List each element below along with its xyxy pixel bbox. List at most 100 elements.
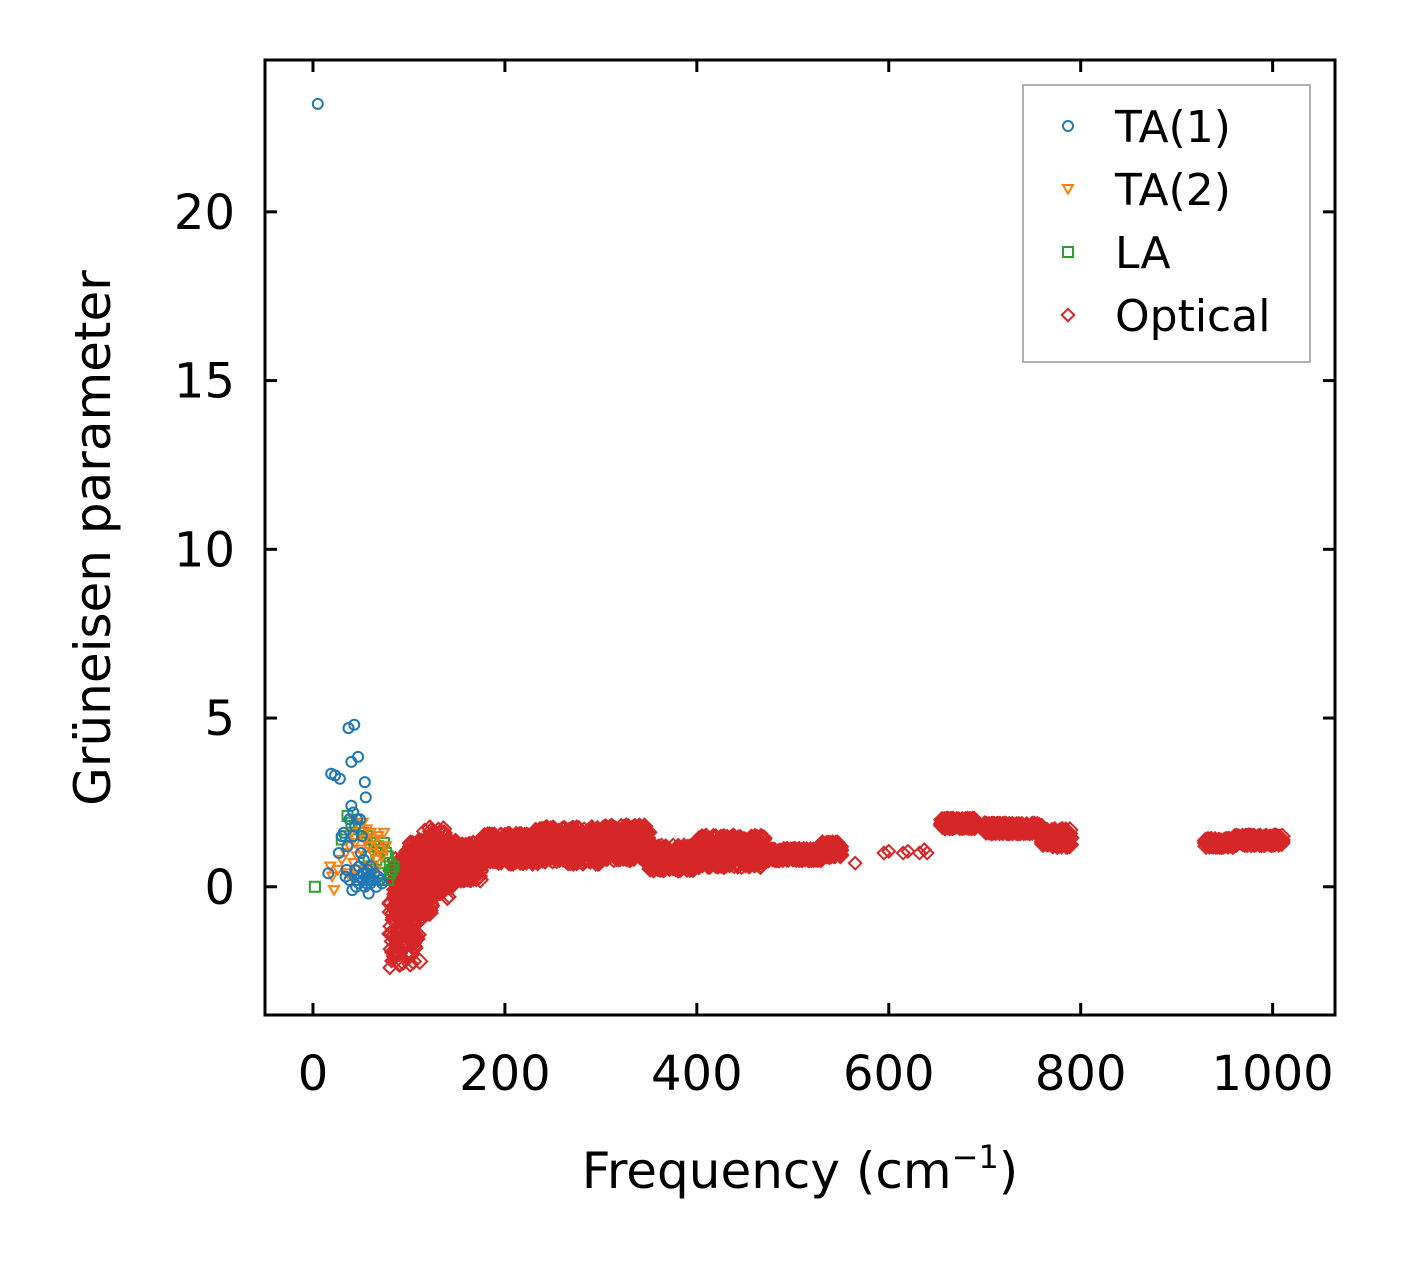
la-point — [308, 880, 321, 893]
optical-point — [1253, 832, 1272, 851]
optical-point — [564, 825, 583, 844]
optical-point — [932, 810, 951, 829]
ta-2-point — [365, 848, 380, 860]
ta-1-point — [322, 867, 335, 880]
ta-1-point — [352, 750, 365, 763]
optical-point — [668, 852, 686, 871]
ta-1-point — [358, 776, 371, 789]
legend-label-ta-1: TA(1) — [1114, 102, 1231, 153]
optical-point — [419, 904, 438, 922]
ta-1-point — [364, 877, 377, 890]
x-axis-ticks: 0 200 400 600 800 1000 — [298, 60, 1334, 1102]
x-tick-label: 0 — [298, 1046, 329, 1102]
x-tick-label: 600 — [843, 1046, 935, 1102]
optical-point — [594, 828, 613, 847]
optical-point — [954, 816, 973, 835]
optical-point — [398, 944, 417, 963]
optical-point — [691, 834, 710, 853]
ta-2-point — [375, 851, 389, 863]
ta-2-point — [373, 844, 387, 857]
optical-point — [429, 838, 448, 857]
optical-point — [528, 832, 547, 851]
optical-point — [616, 818, 635, 836]
optical-point — [405, 930, 424, 948]
optical-point — [450, 855, 469, 874]
optical-point — [953, 810, 972, 829]
optical-point — [400, 894, 419, 913]
optical-point — [611, 829, 630, 848]
optical-point — [728, 844, 747, 863]
x-axis-label: Frequency (cm−1) — [582, 1138, 1019, 1200]
ta-1-point — [311, 97, 324, 110]
ta-1-point — [345, 799, 358, 812]
optical-point — [561, 853, 580, 871]
x-tick-label: 1000 — [1212, 1046, 1334, 1102]
optical-point — [502, 834, 521, 853]
optical-point — [441, 889, 457, 905]
optical-point — [900, 843, 916, 859]
optical-point — [403, 872, 422, 890]
optical-point — [780, 844, 799, 863]
ta-1-point — [355, 830, 368, 843]
optical-point — [486, 847, 504, 866]
optical-point — [1196, 831, 1215, 850]
ta-1-point — [332, 847, 345, 860]
plot-frame — [263, 58, 1337, 1017]
optical-point — [812, 843, 831, 861]
ta-1-point — [360, 867, 373, 880]
optical-point — [598, 821, 617, 840]
optical-point — [1025, 817, 1044, 836]
legend: TA(1) TA(2) LA Optical — [1022, 84, 1311, 363]
optical-point — [627, 834, 646, 852]
optical-point — [895, 845, 911, 861]
optical-point — [385, 874, 404, 893]
ta-2-point — [331, 864, 345, 877]
ta-1-point — [341, 840, 354, 853]
optical-point — [599, 842, 618, 861]
optical-point — [881, 843, 897, 859]
y-axis-label: Grüneisen parameter — [64, 270, 122, 806]
legend-marker-ta-2 — [1061, 184, 1075, 196]
optical-point — [558, 825, 577, 844]
optical-point — [1058, 836, 1074, 853]
x-axis-label-superscript: −1 — [952, 1138, 999, 1176]
ta-2-point — [325, 871, 339, 884]
x-tick-label: 800 — [1035, 1046, 1127, 1102]
optical-point — [643, 850, 661, 869]
optical-point — [437, 855, 456, 874]
optical-point — [417, 838, 436, 857]
ta-2-point — [354, 844, 368, 857]
ta-1-point — [347, 830, 360, 843]
ta-1-point — [343, 813, 356, 826]
x-axis-label-close: ) — [999, 1142, 1019, 1200]
optical-point — [771, 850, 789, 869]
optical-point — [394, 899, 413, 918]
optical-point — [725, 834, 744, 853]
data-points — [308, 97, 1292, 976]
legend-marker-ta-1 — [1062, 120, 1074, 132]
la-point — [335, 833, 348, 846]
optical-point — [530, 849, 549, 868]
optical-point — [617, 836, 636, 854]
ta-2-point — [371, 831, 385, 843]
y-tick-label: 0 — [204, 860, 235, 916]
optical-point — [635, 821, 654, 840]
legend-marker-la — [1062, 246, 1074, 258]
optical-point — [421, 901, 439, 920]
ta-1-point — [354, 847, 367, 860]
optical-point — [448, 834, 466, 852]
optical-point — [534, 845, 553, 863]
optical-point — [997, 823, 1016, 841]
la-point — [387, 860, 400, 873]
optical-point — [1000, 821, 1019, 840]
optical-point — [1045, 827, 1064, 846]
optical-point — [674, 854, 693, 873]
optical-point — [389, 929, 406, 946]
legend-label-la: LA — [1115, 228, 1171, 279]
y-axis-ticks: 0 5 10 15 20 — [174, 185, 1335, 916]
optical-point — [612, 817, 631, 836]
ta-2-point — [361, 841, 376, 853]
optical-point — [675, 848, 694, 867]
y-tick-label: 10 — [174, 522, 235, 578]
optical-point — [640, 855, 659, 874]
